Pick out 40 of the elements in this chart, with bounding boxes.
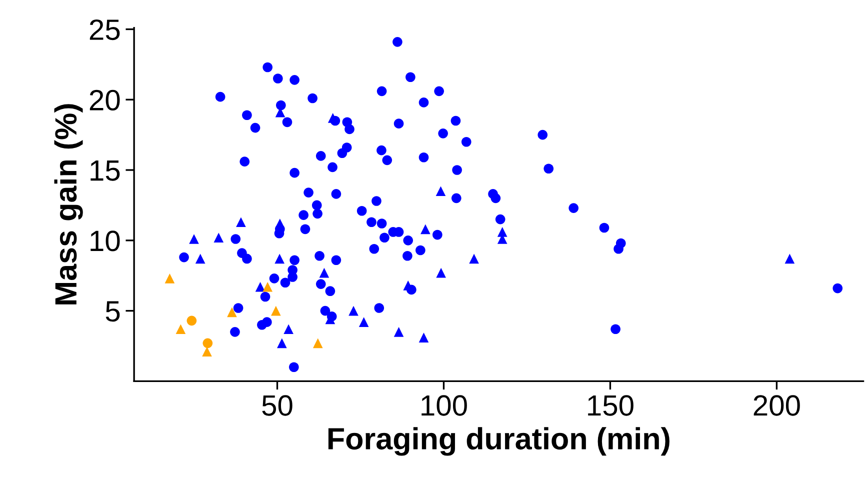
point (214, 232, 224, 243)
point (176, 324, 186, 334)
point (469, 254, 479, 264)
y-tick-label: 25 (90, 19, 120, 40)
x-tick-label: 100 (422, 395, 467, 416)
x-tick-label: 50 (262, 395, 292, 416)
point (784, 254, 795, 264)
point (394, 327, 404, 337)
point (255, 282, 266, 292)
point (164, 274, 175, 284)
point (436, 268, 446, 278)
y-tick-label: 20 (90, 90, 120, 110)
point (271, 306, 281, 316)
point (319, 268, 330, 278)
point (418, 332, 429, 342)
point (277, 338, 287, 348)
point (202, 346, 212, 357)
point (202, 338, 213, 348)
point (195, 254, 206, 264)
point (436, 186, 446, 196)
point (274, 254, 284, 264)
y-axis-title: Mass gain (%) (54, 104, 83, 304)
y-tick-label: 15 (90, 160, 120, 181)
point (275, 218, 285, 228)
point (497, 227, 508, 237)
y-tick-label: 10 (90, 230, 120, 252)
point (262, 282, 273, 292)
y-tick-label: 5 (106, 301, 120, 322)
point (236, 217, 246, 228)
x-axis-title: Foraging duration (min) (328, 427, 670, 456)
point (312, 338, 323, 348)
point (348, 306, 358, 316)
point (420, 224, 430, 234)
point (186, 316, 197, 326)
point (284, 324, 294, 334)
x-tick-label: 200 (754, 395, 800, 416)
point (358, 317, 369, 327)
point (227, 307, 237, 318)
x-tick-label: 150 (588, 395, 634, 416)
point (189, 234, 199, 244)
